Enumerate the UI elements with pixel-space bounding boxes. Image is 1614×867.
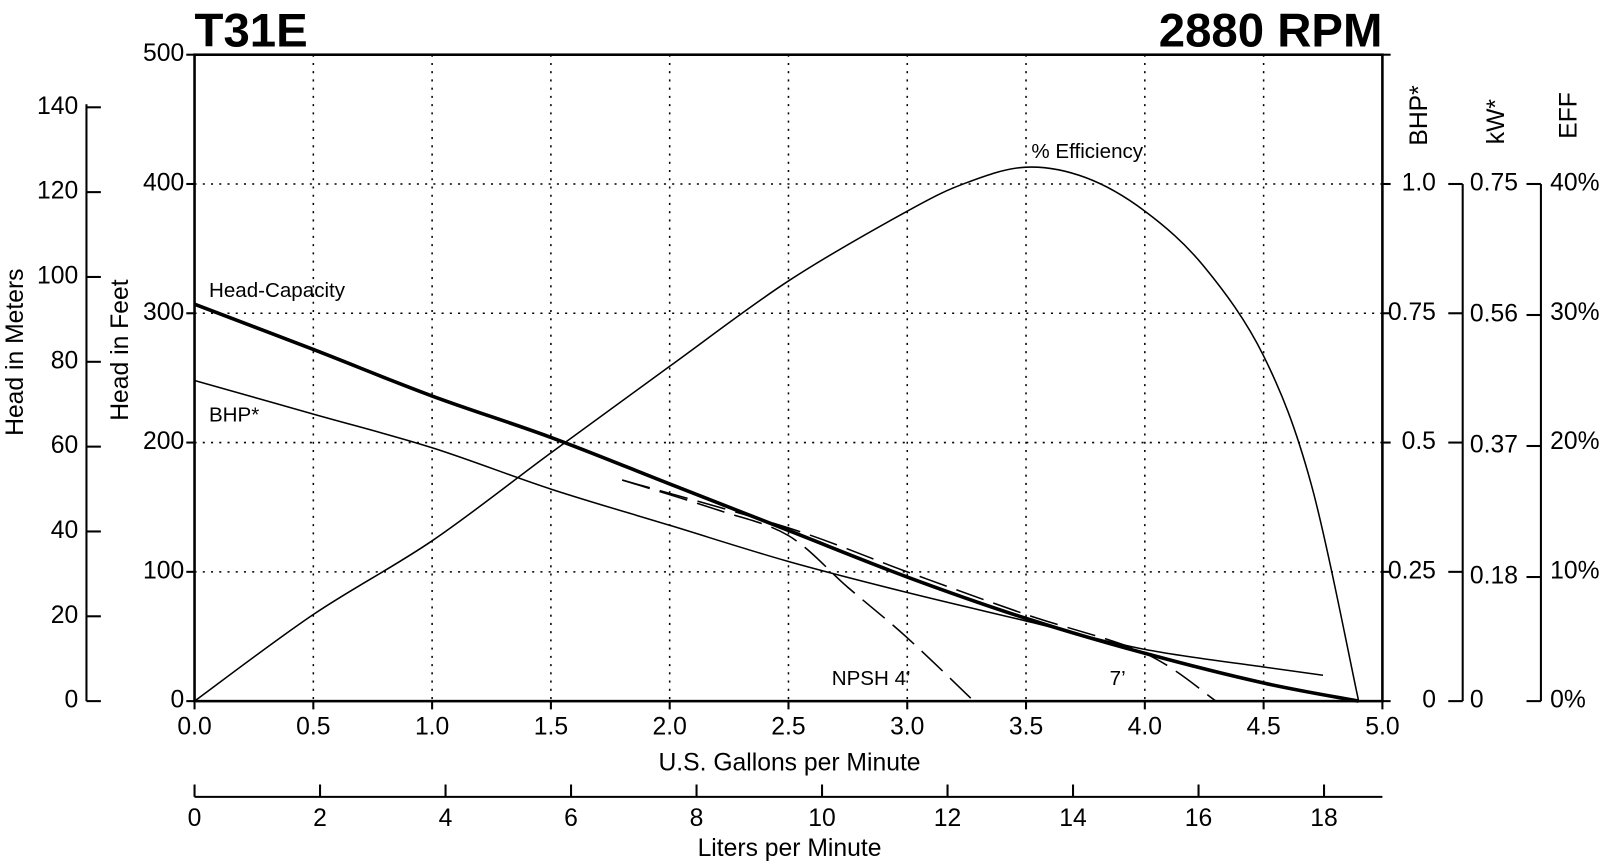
series-line bbox=[194, 166, 1360, 702]
x-tick-label: 4.5 bbox=[1246, 713, 1280, 740]
liters-tick-label: 6 bbox=[564, 805, 578, 832]
series-line bbox=[621, 479, 975, 702]
y-tick-label: 200 bbox=[143, 428, 184, 455]
right-tick-label: 20% bbox=[1550, 428, 1599, 455]
x-tick-label: 5.0 bbox=[1365, 713, 1399, 740]
liters-tick-label: 16 bbox=[1185, 805, 1212, 832]
x-tick-label: 2.0 bbox=[653, 713, 687, 740]
right-tick-label: 0 bbox=[1470, 687, 1484, 714]
series-annotation: Head-Capacity bbox=[209, 279, 346, 302]
x-tick-label: 3.0 bbox=[890, 713, 924, 740]
right-tick-label: 0.25 bbox=[1388, 557, 1436, 584]
x-tick-label: 4.0 bbox=[1128, 713, 1162, 740]
x-tick-label: 1.0 bbox=[415, 713, 449, 740]
y-tick-label: 0 bbox=[171, 687, 185, 714]
right-tick-label: 0.75 bbox=[1470, 170, 1518, 197]
right-tick-label: 0.75 bbox=[1388, 299, 1436, 326]
x-tick-label: 3.5 bbox=[1009, 713, 1043, 740]
right-tick-label: 0.37 bbox=[1470, 432, 1518, 459]
right-tick-label: 30% bbox=[1550, 299, 1599, 326]
meters-tick-label: 60 bbox=[51, 432, 78, 459]
series-line bbox=[193, 302, 1359, 703]
x-tick-label: 0.5 bbox=[296, 713, 330, 740]
series-annotation: BHP* bbox=[209, 403, 259, 426]
x-tick-label: 1.5 bbox=[534, 713, 568, 740]
right-tick-label: 0.5 bbox=[1402, 428, 1436, 455]
chart-title: T31E bbox=[195, 4, 308, 57]
y-tick-label: 300 bbox=[143, 299, 184, 326]
series-annotation: 7’ bbox=[1110, 667, 1126, 690]
liters-axis-title: Liters per Minute bbox=[698, 835, 882, 862]
right-tick-label: 0% bbox=[1550, 687, 1586, 714]
liters-tick-label: 8 bbox=[690, 805, 704, 832]
series-annotation: % Efficiency bbox=[1031, 140, 1143, 163]
liters-tick-label: 18 bbox=[1310, 805, 1337, 832]
eff-axis-title: EFF bbox=[1555, 92, 1582, 139]
liters-tick-label: 10 bbox=[808, 805, 835, 832]
x-axis-title: U.S. Gallons per Minute bbox=[658, 749, 920, 776]
bhp-axis-title: BHP* bbox=[1406, 85, 1433, 146]
meters-tick-label: 100 bbox=[37, 262, 78, 289]
right-tick-label: 0.56 bbox=[1470, 301, 1518, 328]
right-tick-label: 0.18 bbox=[1470, 563, 1518, 590]
meters-tick-label: 140 bbox=[37, 93, 78, 120]
meters-axis-title: Head in Meters bbox=[2, 268, 29, 435]
liters-tick-label: 0 bbox=[188, 805, 202, 832]
y-tick-label: 500 bbox=[143, 40, 184, 67]
right-tick-label: 10% bbox=[1550, 557, 1599, 584]
liters-tick-label: 4 bbox=[439, 805, 453, 832]
liters-tick-label: 14 bbox=[1059, 805, 1086, 832]
meters-tick-label: 0 bbox=[64, 687, 78, 714]
x-tick-label: 2.5 bbox=[771, 713, 805, 740]
series-line bbox=[621, 479, 1217, 702]
right-tick-label: 0 bbox=[1422, 687, 1436, 714]
liters-tick-label: 12 bbox=[934, 805, 961, 832]
plot-frame bbox=[193, 53, 1384, 703]
meters-tick-label: 120 bbox=[37, 178, 78, 205]
meters-tick-label: 80 bbox=[51, 347, 78, 374]
y-axis-title: Head in Feet bbox=[107, 279, 134, 420]
x-tick-label: 0.0 bbox=[177, 713, 211, 740]
chart-subtitle: 2880 RPM bbox=[1159, 4, 1383, 57]
right-tick-label: 40% bbox=[1550, 170, 1599, 197]
series-annotation: NPSH 4’ bbox=[832, 667, 911, 690]
liters-tick-label: 2 bbox=[313, 805, 327, 832]
meters-tick-label: 20 bbox=[51, 602, 78, 629]
series-line bbox=[194, 379, 1324, 677]
y-tick-label: 400 bbox=[143, 170, 184, 197]
kw-axis-title: kW* bbox=[1483, 99, 1510, 145]
right-tick-label: 1.0 bbox=[1402, 170, 1436, 197]
meters-tick-label: 40 bbox=[51, 517, 78, 544]
y-tick-label: 100 bbox=[143, 557, 184, 584]
